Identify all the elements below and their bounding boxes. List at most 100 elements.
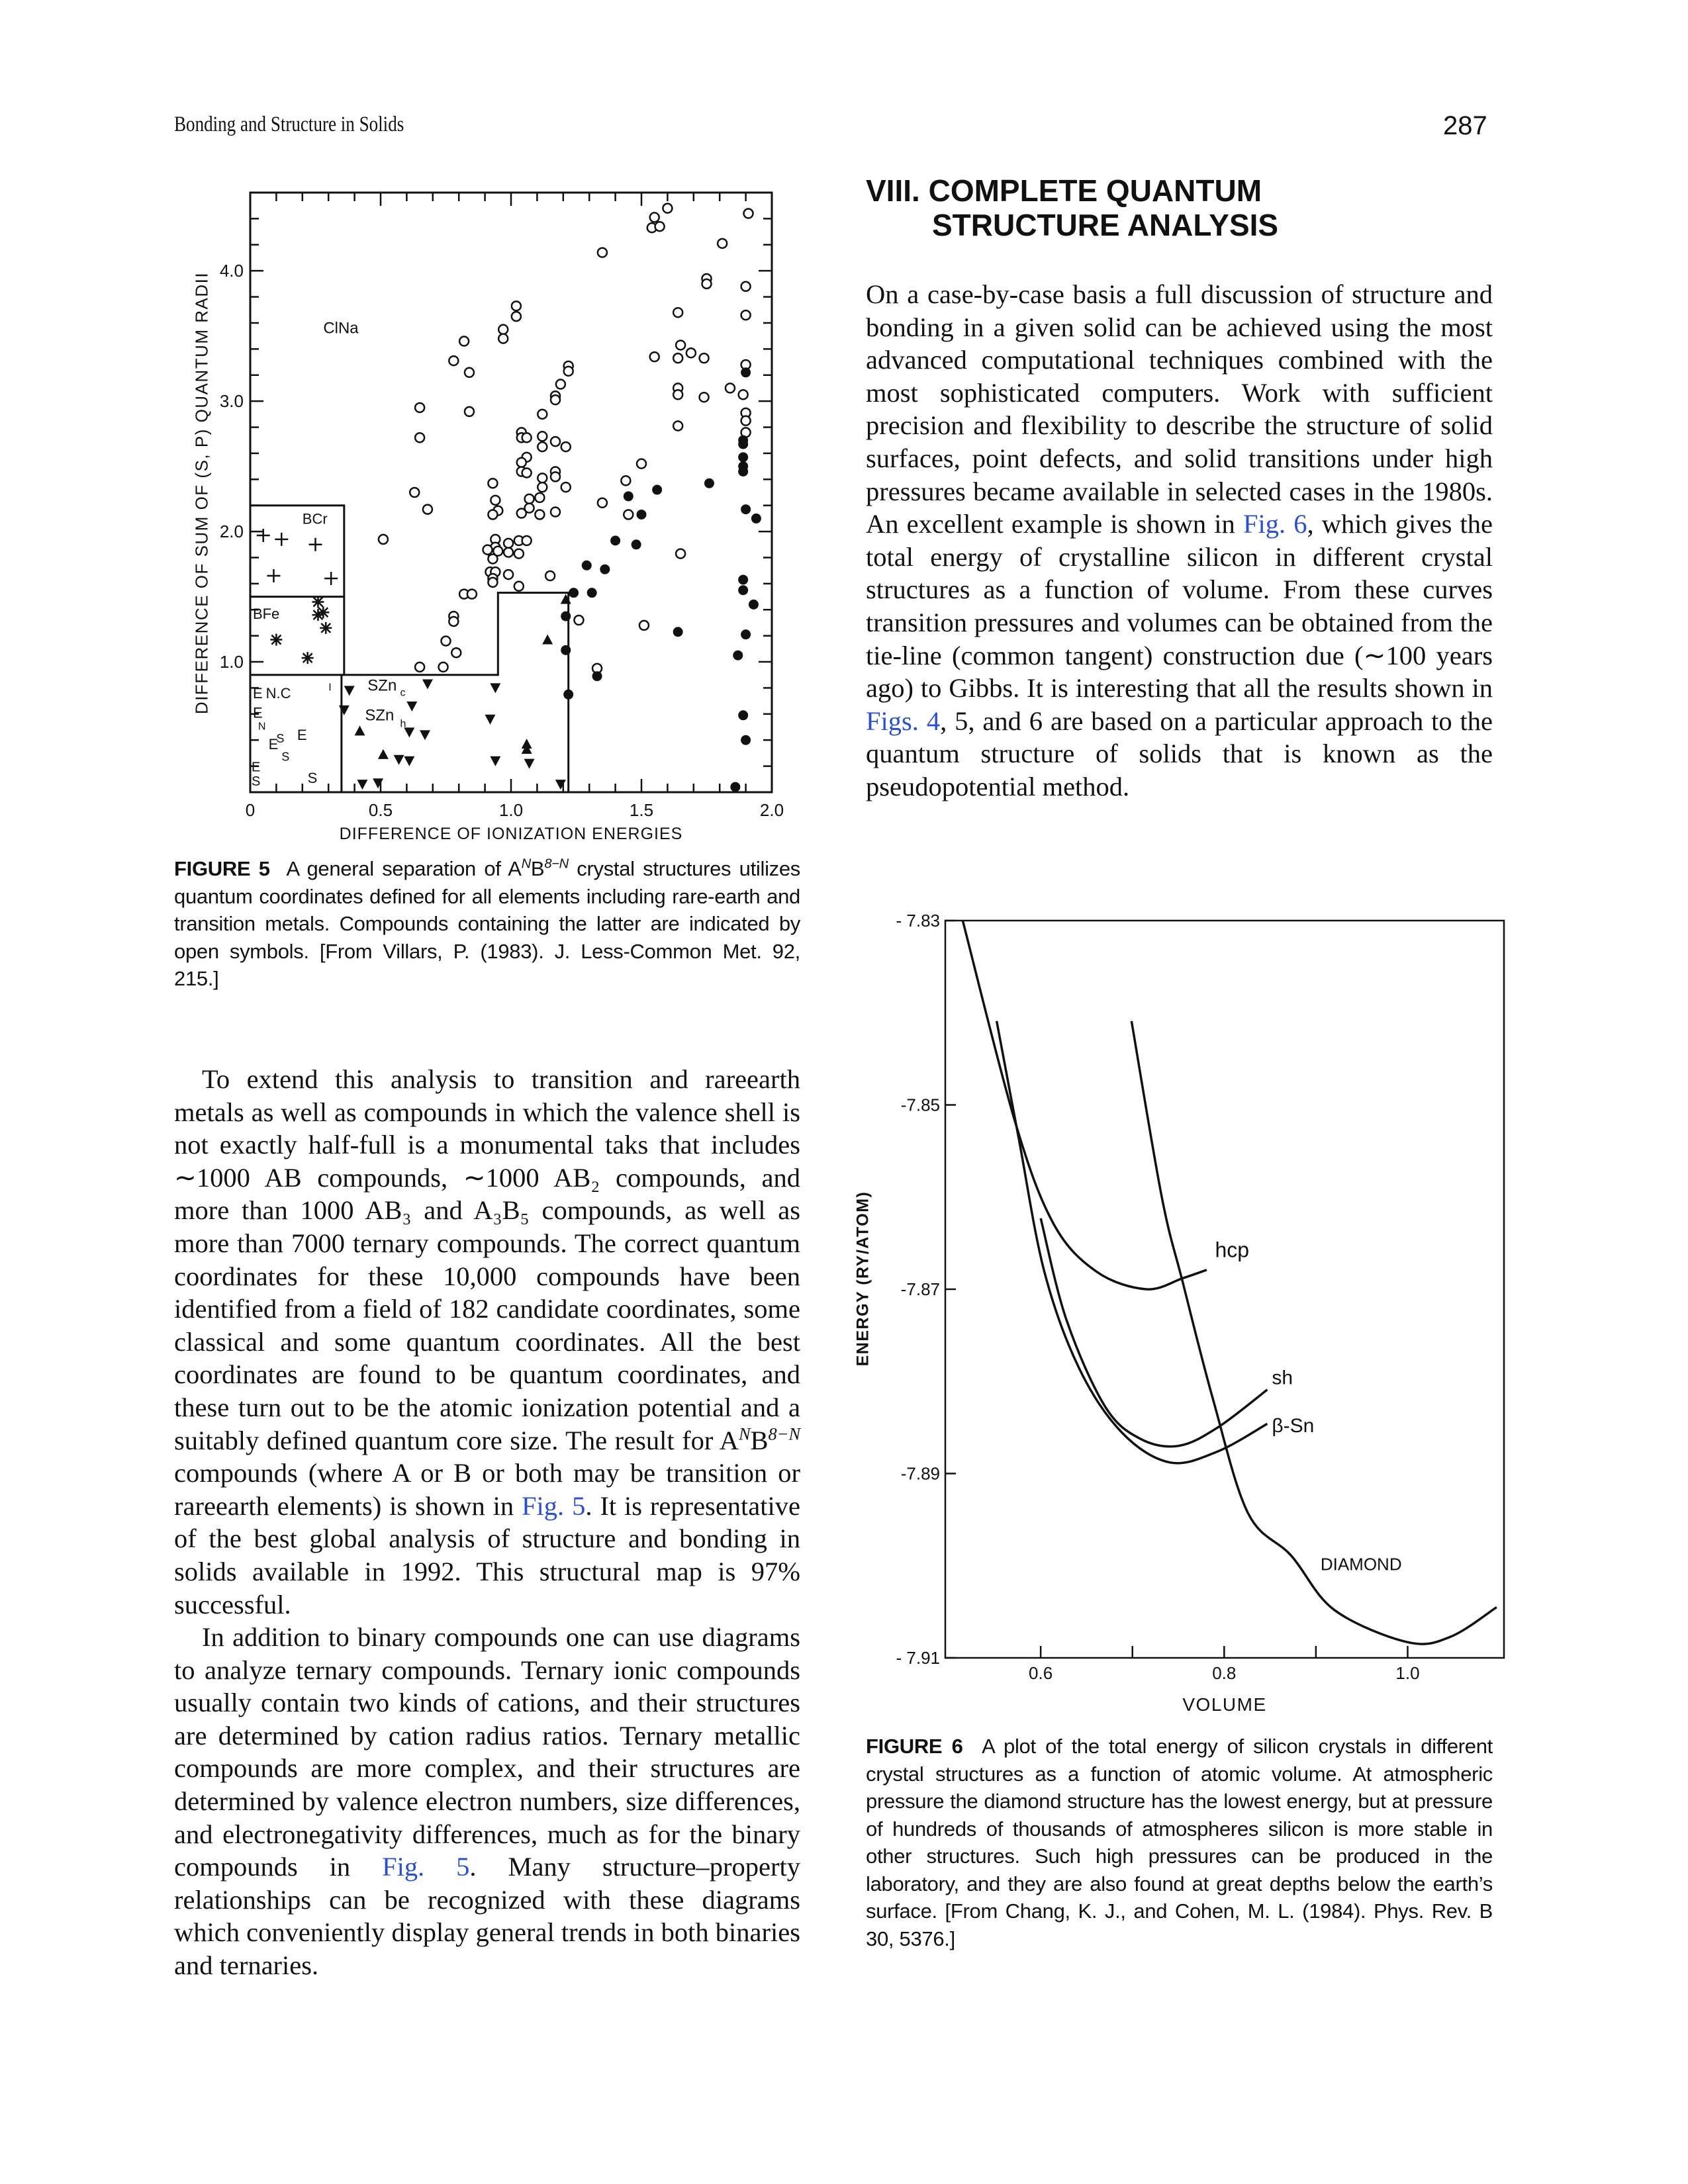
x-tick-label: 0.5 xyxy=(369,800,393,820)
open-circle-point xyxy=(487,553,498,565)
open-circle-point xyxy=(466,588,478,600)
plot-frame xyxy=(249,191,773,794)
open-circle-point xyxy=(521,451,532,463)
y-tick-label: -7.89 xyxy=(901,1464,940,1484)
open-circle-point xyxy=(463,367,475,379)
paragraph: In addition to binary compounds one can … xyxy=(174,1621,800,1982)
text: In addition to binary compounds one can … xyxy=(174,1622,800,1882)
fig5-link[interactable]: Fig. 5 xyxy=(522,1490,586,1521)
text: , which gives the total energy of crysta… xyxy=(866,509,1493,704)
open-circle-point xyxy=(502,547,514,558)
region-label: SZn xyxy=(367,676,397,694)
open-circle-point xyxy=(740,407,751,419)
triangle-up-point xyxy=(560,594,571,604)
open-circle-point xyxy=(487,477,498,489)
section-heading: VIII. COMPLETE QUANTUM STRUCTURE ANALYSI… xyxy=(866,173,1278,242)
open-circle-point xyxy=(521,535,532,547)
x-tick-label: 0.8 xyxy=(1212,1663,1236,1683)
figure-6-label: FIGURE 6 xyxy=(866,1735,963,1758)
fig6-link[interactable]: Fig. 6 xyxy=(1243,509,1307,539)
open-circle-point xyxy=(675,548,686,559)
filled-circle-point xyxy=(636,509,647,520)
open-circle-point xyxy=(510,310,522,322)
open-circle-point xyxy=(487,576,498,588)
region-label: I xyxy=(328,682,331,693)
triangle-down-point xyxy=(422,679,433,690)
open-circle-point xyxy=(544,570,556,582)
open-circle-point xyxy=(458,336,470,347)
y-tick-label: - 7.83 xyxy=(896,911,941,931)
triangle-down-point xyxy=(357,780,368,790)
open-circle-point xyxy=(516,466,528,477)
open-circle-point xyxy=(698,391,710,403)
open-circle-point xyxy=(635,458,647,469)
y-tick-label: 1.0 xyxy=(220,652,244,672)
open-circle-point xyxy=(490,566,501,578)
open-circle-point xyxy=(490,541,501,553)
text: On a case-by-case basis a full discussio… xyxy=(866,279,1493,539)
triangle-up-point xyxy=(521,739,532,749)
paragraph: On a case-by-case basis a full discussio… xyxy=(866,278,1493,803)
open-circle-point xyxy=(497,333,509,344)
plus-point xyxy=(267,569,281,583)
figs4-link[interactable]: Figs. 4 xyxy=(866,705,941,736)
open-circle-point xyxy=(675,340,686,351)
caption-sup: 8−N xyxy=(544,856,569,872)
open-circle-point xyxy=(654,220,665,232)
open-circle-point xyxy=(513,548,525,559)
x-tick-label: 1.5 xyxy=(630,800,653,820)
caption-text: crystal structures utilizes quantum coor… xyxy=(174,857,800,990)
filled-circle-point xyxy=(738,585,749,596)
page-number: 287 xyxy=(1443,111,1487,140)
filled-circle-point xyxy=(569,588,579,598)
caption-text: B xyxy=(530,857,545,880)
open-circle-point xyxy=(516,427,528,438)
open-circle-point xyxy=(516,508,528,519)
open-circle-point xyxy=(662,203,673,214)
plus-point xyxy=(324,571,338,585)
caption-sup: N xyxy=(521,856,532,872)
open-circle-point xyxy=(716,238,728,250)
open-circle-point xyxy=(451,647,462,659)
region-label: E xyxy=(252,760,260,774)
fig5-link[interactable]: Fig. 5 xyxy=(382,1852,470,1882)
open-circle-point xyxy=(482,544,493,555)
filled-circle-point xyxy=(631,539,641,550)
curve-diamond xyxy=(1130,1021,1497,1645)
open-circle-point xyxy=(422,504,434,515)
open-circle-point xyxy=(623,509,634,520)
sup: N xyxy=(738,1424,751,1444)
filled-circle-point xyxy=(741,367,751,378)
triangle-down-point xyxy=(485,714,496,725)
filled-circle-point xyxy=(738,466,749,477)
text: compounds (where A or B or both may be t… xyxy=(174,1458,800,1521)
filled-circle-point xyxy=(586,588,597,598)
fig6-y-axis-title: ENERGY (RY/ATOM) xyxy=(853,1191,872,1367)
open-circle-point xyxy=(516,432,528,443)
open-circle-point xyxy=(492,545,504,557)
curve-sh xyxy=(1039,1218,1268,1448)
open-circle-point xyxy=(490,494,501,506)
filled-circle-point xyxy=(561,611,571,621)
left-column-text: To extend this analysis to transition an… xyxy=(174,1063,800,1982)
open-circle-point xyxy=(524,502,535,514)
filled-circle-point xyxy=(730,782,741,792)
fig5-x-axis-title: DIFFERENCE OF IONIZATION ENERGIES xyxy=(339,825,683,843)
x-tick-label: 0.6 xyxy=(1029,1663,1053,1683)
filled-circle-point xyxy=(738,439,749,449)
open-circle-point xyxy=(502,537,514,549)
open-circle-point xyxy=(573,614,585,626)
open-circle-point xyxy=(740,415,751,426)
y-tick-label: -7.85 xyxy=(901,1095,940,1115)
text: . Many structure–property relationships … xyxy=(174,1852,800,1981)
filled-circle-point xyxy=(652,484,663,495)
triangle-down-point xyxy=(344,686,355,696)
paragraph: To extend this analysis to transition an… xyxy=(174,1063,800,1621)
triangle-up-point xyxy=(521,744,532,754)
x-tick-label: 0 xyxy=(246,800,255,820)
triangle-down-point xyxy=(490,683,501,694)
region-label: E xyxy=(253,705,263,721)
open-circle-point xyxy=(497,324,509,336)
open-circle-point xyxy=(534,492,545,504)
region-label: E xyxy=(253,685,263,702)
